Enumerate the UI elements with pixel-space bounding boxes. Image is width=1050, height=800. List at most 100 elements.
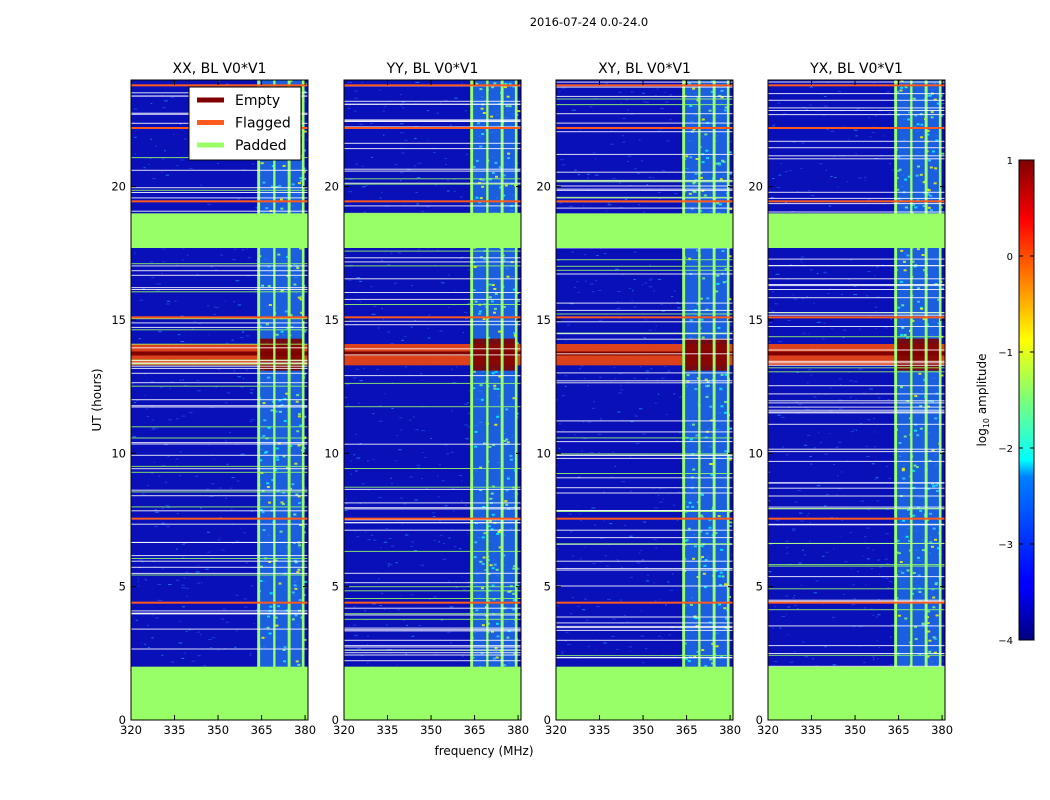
panel-title: XX, BL V0*V1 [173,61,267,77]
y-tick-label: 0 [756,713,763,727]
y-tick-label: 20 [748,180,763,194]
colorbar-label: log10 amplitude [975,354,991,447]
axes-frame [130,79,309,721]
padded-time-block [768,213,945,248]
strong-event-core [768,351,945,356]
y-tick-label: 5 [756,580,763,594]
x-axis-label: frequency (MHz) [434,744,533,758]
legend: Empty Flagged Padded [188,86,302,161]
flagged-time-line [344,601,521,604]
padded-channel [924,80,928,720]
flagged-time-line [768,127,945,129]
flagged-time-line [556,127,733,129]
panel-3: YX, BL V0*V1 320 335 350 365 380 0 5 10 15 20 [748,61,953,737]
padded-channel [500,80,504,720]
panel-0: XX, BL V0*V1 320 335 350 365 380 0 5 10 15 20 UT (h… [90,61,316,737]
y-tick-label: 0 [332,713,339,727]
colorbar-ticks: 1 0 −1 −2 −3 −4 [998,156,1034,647]
x-tick-label: 350 [420,723,442,737]
colorbar-tick-label: −3 [998,540,1013,551]
flagged-time-line [768,517,945,520]
padded-time-block [131,666,308,720]
y-tick-label: 15 [111,313,126,327]
flagged-time-line [344,200,521,203]
flagged-time-line [768,200,945,203]
colorbar: 1 0 −1 −2 −3 −4 log10 amplitude [975,156,1035,647]
panel-title: YY, BL V0*V1 [386,61,479,77]
padded-channel [470,80,474,720]
y-tick-label: 0 [119,713,126,727]
padded-channel [712,80,716,720]
padded-time-block [344,213,521,248]
padded-channel [486,80,489,720]
y-tick-label: 15 [536,313,551,327]
rfi-band [682,80,733,720]
y-tick-label: 10 [324,446,339,460]
x-tick-label: 320 [757,723,779,737]
flagged-time-line [131,517,308,520]
padded-time-block [768,666,945,720]
x-tick-label: 335 [377,723,399,737]
y-tick-label: 10 [748,446,763,460]
x-tick-label: 350 [207,723,229,737]
panel-1: YY, BL V0*V1 320 335 350 365 380 0 5 10 15 20 frequ… [324,61,533,758]
y-tick-label: 5 [544,580,551,594]
strong-event-rfi [682,338,730,371]
flagged-time-line [131,601,308,604]
colorbar-tick-label: 1 [1007,156,1013,167]
x-tick-label: 365 [888,723,910,737]
padded-channel [910,80,913,720]
heatmap-image [768,80,945,720]
flagged-time-line [131,200,308,203]
y-tick-label: 5 [119,580,126,594]
x-tick-label: 335 [164,723,186,737]
x-tick-label: 380 [719,723,741,737]
padded-time-block [131,213,308,248]
x-tick-label: 365 [464,723,486,737]
heatmap-image [131,80,308,720]
flagged-time-line [344,127,521,129]
padded-time-block [556,666,733,720]
strong-event-rfi [894,338,942,371]
colorbar-tick-label: 0 [1007,252,1013,263]
panels: XX, BL V0*V1 320 335 350 365 380 0 5 10 15 20 UT (h… [90,61,953,758]
panel-title: YX, BL V0*V1 [809,61,903,77]
strong-event-core [131,351,308,356]
x-tick-label: 380 [294,723,316,737]
panel-title: XY, BL V0*V1 [598,61,691,77]
heatmap-image [556,80,733,720]
x-tick-label: 335 [589,723,611,737]
padded-channel [682,80,686,720]
time-flag-lines [768,81,945,667]
y-tick-label: 0 [544,713,551,727]
y-tick-label: 20 [111,180,126,194]
flagged-time-line [556,316,733,319]
heatmap-image [344,80,521,720]
flagged-time-line [131,84,308,87]
x-tick-label: 380 [931,723,953,737]
x-tick-label: 335 [801,723,823,737]
colorbar-tick-label: −2 [998,444,1013,455]
flagged-time-line [556,601,733,604]
x-tick-label: 320 [545,723,567,737]
x-tick-label: 350 [632,723,654,737]
y-tick-label: 20 [536,180,551,194]
rfi-band [257,80,307,720]
padded-channel [726,80,730,720]
x-tick-label: 365 [251,723,273,737]
y-tick-label: 10 [536,446,551,460]
flagged-time-line [344,84,521,87]
flagged-time-line [344,517,521,520]
x-tick-label: 365 [676,723,698,737]
x-tick-label: 350 [844,723,866,737]
strong-event-core [344,351,521,356]
axes-frame [343,79,522,721]
y-tick-label: 15 [324,313,339,327]
colorbar-tick-label: −4 [998,636,1013,647]
padded-time-block [344,666,521,720]
colorbar-gradient [1018,159,1035,641]
colorbar-tick-label: −1 [998,348,1013,359]
flagged-time-line [344,316,521,319]
flagged-time-line [556,200,733,203]
axes-frame [555,79,734,721]
